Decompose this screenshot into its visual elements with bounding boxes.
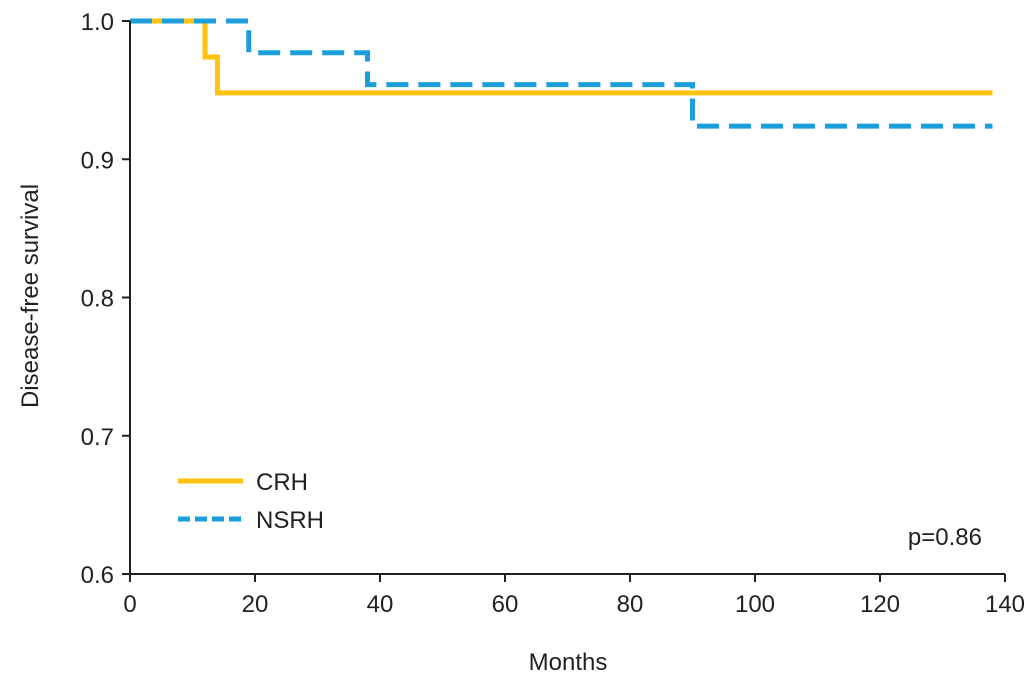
x-tick-label: 120 bbox=[860, 591, 900, 618]
x-tick-label: 80 bbox=[617, 591, 644, 618]
y-tick-label: 1.0 bbox=[81, 9, 114, 36]
x-tick-label: 60 bbox=[492, 591, 519, 618]
plot-lines bbox=[130, 18, 993, 129]
legend-label-nsrh: NSRH bbox=[256, 507, 324, 534]
x-tick-label: 40 bbox=[367, 591, 394, 618]
series-line-nsrh bbox=[130, 18, 993, 129]
series-line-crh bbox=[130, 18, 993, 96]
y-axis-ticks: 0.6 0.7 0.8 0.9 1.0 bbox=[81, 9, 130, 589]
y-tick-label: 0.8 bbox=[81, 286, 114, 313]
x-tick-label: 140 bbox=[985, 591, 1025, 618]
x-tick-label: 0 bbox=[123, 591, 136, 618]
p-value-annotation: p=0.86 bbox=[908, 524, 982, 551]
x-axis-ticks: 0 20 40 60 80 100 120 140 bbox=[123, 574, 1025, 618]
legend-label-crh: CRH bbox=[256, 469, 308, 496]
legend: CRH NSRH bbox=[178, 469, 324, 534]
y-axis-title: Disease-free survival bbox=[17, 184, 44, 408]
y-tick-label: 0.9 bbox=[81, 147, 114, 174]
x-tick-label: 20 bbox=[242, 591, 269, 618]
x-tick-label: 100 bbox=[735, 591, 775, 618]
y-tick-label: 0.6 bbox=[81, 562, 114, 589]
y-tick-label: 0.7 bbox=[81, 424, 114, 451]
x-axis-title: Months bbox=[529, 649, 608, 676]
